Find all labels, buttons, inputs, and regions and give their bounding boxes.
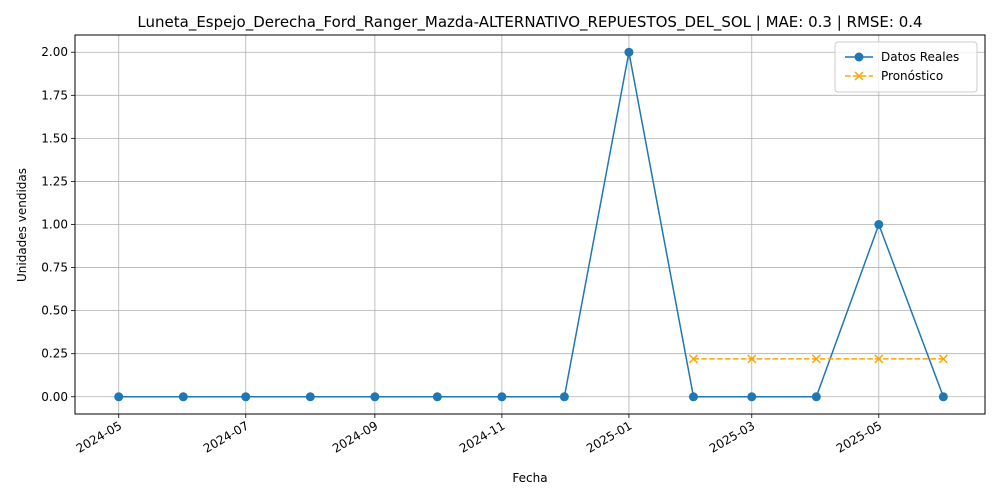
data-point [688, 354, 698, 364]
legend-label-datos-reales: Datos Reales [881, 50, 959, 64]
legend-marker-datos-reales [854, 52, 864, 62]
data-point [874, 354, 884, 364]
data-point [178, 392, 188, 402]
y-axis: 0.00 0.25 0.50 0.75 1.00 1.25 1.50 1.75 2.00 [41, 45, 75, 404]
legend-box [834, 41, 978, 93]
data-point [938, 354, 948, 364]
y-axis-label: Unidades vendidas [15, 168, 29, 282]
y-tick-label: 2.00 [41, 45, 68, 59]
data-point [747, 354, 757, 364]
y-tick-label: 1.25 [41, 174, 68, 188]
chart-title: Luneta_Espejo_Derecha_Ford_Ranger_Mazda-… [137, 13, 922, 32]
data-point [874, 220, 884, 229]
series-layer [114, 47, 948, 402]
y-tick-label: 1.00 [41, 218, 68, 232]
data-point [305, 392, 315, 402]
data-point [938, 392, 948, 402]
x-axis-label: Fecha [512, 471, 547, 485]
y-tick-label: 1.50 [41, 131, 68, 145]
y-tick-label: 0.25 [41, 347, 68, 361]
data-point [370, 392, 380, 402]
y-tick-label: 1.75 [41, 88, 68, 102]
data-point [747, 392, 757, 402]
series-pronostico [688, 354, 948, 364]
data-point [241, 392, 251, 402]
y-tick-label: 0.00 [41, 390, 68, 404]
legend: Datos Reales Pronóstico [834, 41, 978, 93]
data-point [688, 392, 698, 402]
data-point [114, 392, 124, 402]
series-line-datos-reales [118, 52, 945, 398]
data-point [811, 354, 821, 364]
data-point [624, 47, 634, 57]
y-tick-label: 0.50 [41, 304, 68, 318]
data-point [811, 392, 821, 402]
data-point [497, 392, 507, 402]
series-datos-reales [114, 47, 948, 402]
data-point [432, 392, 442, 402]
y-tick-label: 0.75 [41, 261, 68, 275]
legend-label-pronostico: Pronóstico [881, 69, 943, 83]
legend-marker-pronostico [854, 71, 864, 81]
data-point [559, 392, 569, 402]
